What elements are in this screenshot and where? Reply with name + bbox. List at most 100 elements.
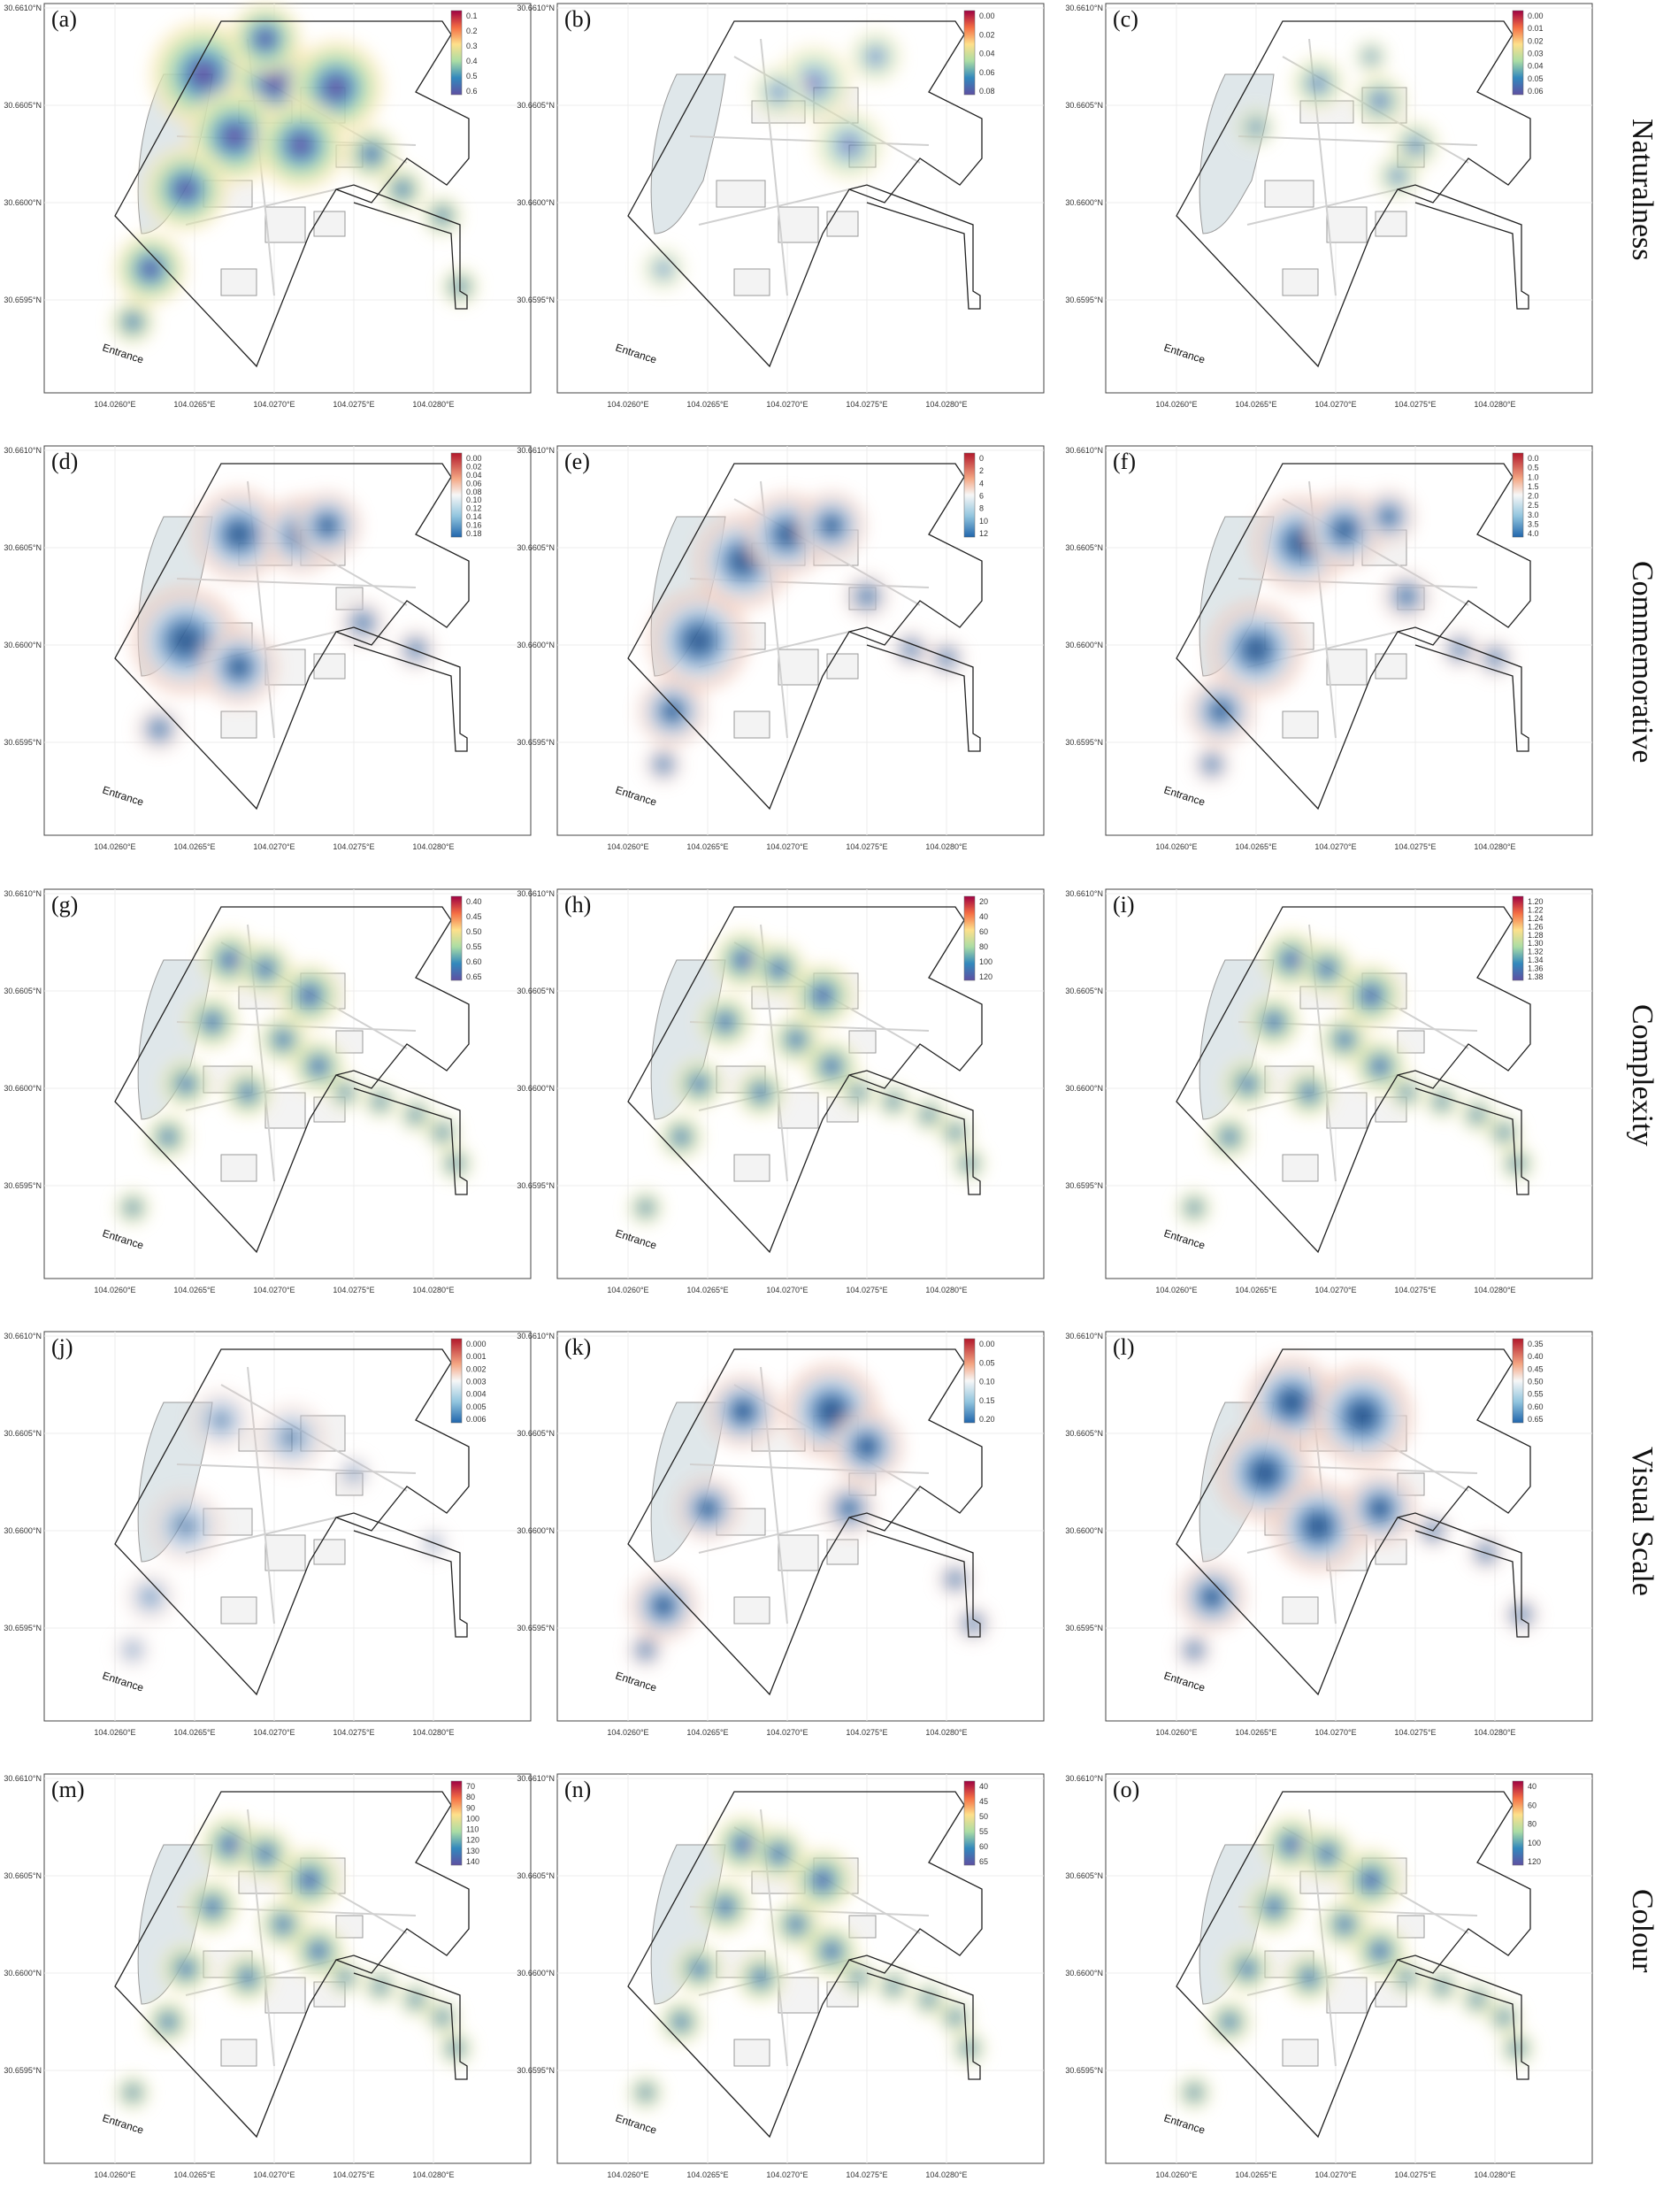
y-tick-label: 30.6595°N	[4, 1181, 42, 1190]
heat-peak	[255, 28, 276, 50]
heat-peak	[1250, 121, 1262, 134]
legend-tick-label: 0.0	[1528, 454, 1539, 463]
map-panel-a: 104.0260°E 104.0265°E 104.0270°E 104.0275°E…	[4, 3, 532, 409]
legend-tick-label: 0.6	[466, 87, 478, 96]
heat-peak	[923, 1994, 934, 2005]
x-tick-label: 104.0270°E	[766, 2170, 808, 2179]
legend-tick-label: 0.40	[1528, 1352, 1544, 1361]
legend-tick-label: 80	[979, 942, 988, 951]
x-tick-label: 104.0260°E	[607, 2170, 648, 2179]
legend-tick-label: 1.32	[1528, 948, 1544, 956]
y-tick-label: 30.6595°N	[1065, 738, 1103, 747]
legend-tick-label: 2.0	[1528, 492, 1539, 501]
path-line	[1246, 188, 1399, 226]
heat-peak	[281, 1427, 303, 1448]
site-boundary	[1176, 463, 1531, 810]
building-shape	[778, 1092, 819, 1129]
x-tick-label: 104.0260°E	[1155, 2170, 1197, 2179]
heat-peak	[1337, 1033, 1352, 1047]
y-tick-label: 30.6610°N	[1065, 4, 1103, 12]
legend-tick-label: 1.20	[1528, 897, 1544, 906]
row-label: Complexity	[1626, 1004, 1659, 1147]
heat-peak	[698, 1499, 717, 1518]
building-shape	[1282, 2039, 1319, 2067]
heat-peak	[437, 2012, 448, 2023]
building-shape	[1326, 1092, 1368, 1129]
map-panel-n: 104.0260°E 104.0265°E 104.0270°E 104.0275°E…	[517, 1773, 1045, 2179]
legend-colorbar	[963, 452, 976, 538]
legend-tick-label: 40	[1528, 1782, 1537, 1791]
x-tick-label: 104.0280°E	[925, 1728, 967, 1737]
heat-peak	[853, 1087, 863, 1098]
building-shape	[220, 1154, 257, 1182]
site-boundary	[1176, 906, 1531, 1254]
legend-tick-label: 1.22	[1528, 905, 1544, 914]
path-line	[698, 1517, 850, 1554]
heat-peak	[1399, 589, 1414, 603]
legend-colorbar	[1512, 1338, 1524, 1424]
y-tick-label: 30.6600°N	[517, 1969, 555, 1978]
y-tick-label: 30.6610°N	[4, 1332, 42, 1340]
x-tick-label: 104.0275°E	[1394, 400, 1436, 409]
x-tick-label: 104.0280°E	[412, 1286, 454, 1294]
road-extension	[848, 1955, 981, 2080]
building-shape	[826, 1539, 859, 1565]
legend-tick-label: 0	[979, 454, 984, 463]
heat-peak	[802, 72, 825, 95]
legend-colorbar	[963, 1780, 976, 1866]
heat-peak	[300, 1870, 319, 1890]
heat-peak	[1251, 1459, 1279, 1487]
legend-tick-label: 60	[979, 1842, 988, 1851]
heat-peak	[1222, 1130, 1237, 1144]
legend-colorbar	[1512, 452, 1524, 538]
heat-peak	[375, 1981, 386, 1992]
panel-tag: (n)	[564, 1777, 591, 1802]
heat-peak	[963, 1158, 974, 1169]
legend-colorbar	[963, 10, 976, 96]
heat-layer	[641, 30, 902, 291]
heat-peak	[860, 589, 874, 603]
heat-peak	[227, 656, 250, 679]
legend-tick-label: 0.02	[466, 462, 482, 471]
road-extension	[335, 1955, 468, 2080]
heat-peak	[754, 1970, 768, 1985]
heat-peak	[1319, 961, 1335, 977]
heat-peak	[257, 961, 273, 977]
legend-colorbar	[963, 1338, 976, 1424]
heat-peak	[734, 951, 752, 969]
road-extension	[1397, 1512, 1529, 1638]
x-tick-label: 104.0265°E	[173, 400, 215, 409]
heat-peak	[1512, 1158, 1522, 1169]
heat-peak	[410, 643, 422, 656]
legend-tick-label: 0.5	[466, 72, 478, 81]
heat-peak	[1283, 1836, 1300, 1854]
legend-tick-label: 0.3	[466, 42, 478, 50]
y-tick-label: 30.6595°N	[4, 738, 42, 747]
x-tick-label: 104.0260°E	[607, 842, 648, 851]
legend-tick-label: 0.05	[1528, 74, 1544, 83]
x-tick-label: 104.0270°E	[1314, 1286, 1356, 1294]
heat-peak	[450, 2043, 461, 2054]
building-shape	[335, 1915, 364, 1939]
legend-tick-label: 1.5	[1528, 482, 1539, 491]
y-tick-label: 30.6600°N	[1065, 198, 1103, 207]
legend-tick-label: 0.50	[466, 927, 482, 936]
heat-peak	[221, 951, 239, 969]
x-tick-label: 104.0280°E	[925, 1286, 967, 1294]
road-extension	[848, 184, 981, 310]
heat-peak	[179, 1077, 193, 1091]
heat-peak	[656, 262, 671, 276]
y-tick-label: 30.6610°N	[517, 1332, 555, 1340]
panel-tag: (k)	[564, 1334, 591, 1360]
x-tick-label: 104.0265°E	[173, 842, 215, 851]
heat-peak	[173, 177, 198, 202]
legend-tick-label: 80	[466, 1793, 475, 1801]
heat-peak	[276, 1917, 290, 1932]
building-shape	[1375, 653, 1407, 680]
heat-peak	[692, 1962, 706, 1976]
legend-tick-label: 1.30	[1528, 939, 1544, 948]
legend-tick-label: 90	[466, 1803, 475, 1812]
x-tick-label: 104.0265°E	[686, 1728, 728, 1737]
legend-tick-label: 0.08	[979, 87, 995, 96]
panel-frame	[1105, 3, 1593, 394]
